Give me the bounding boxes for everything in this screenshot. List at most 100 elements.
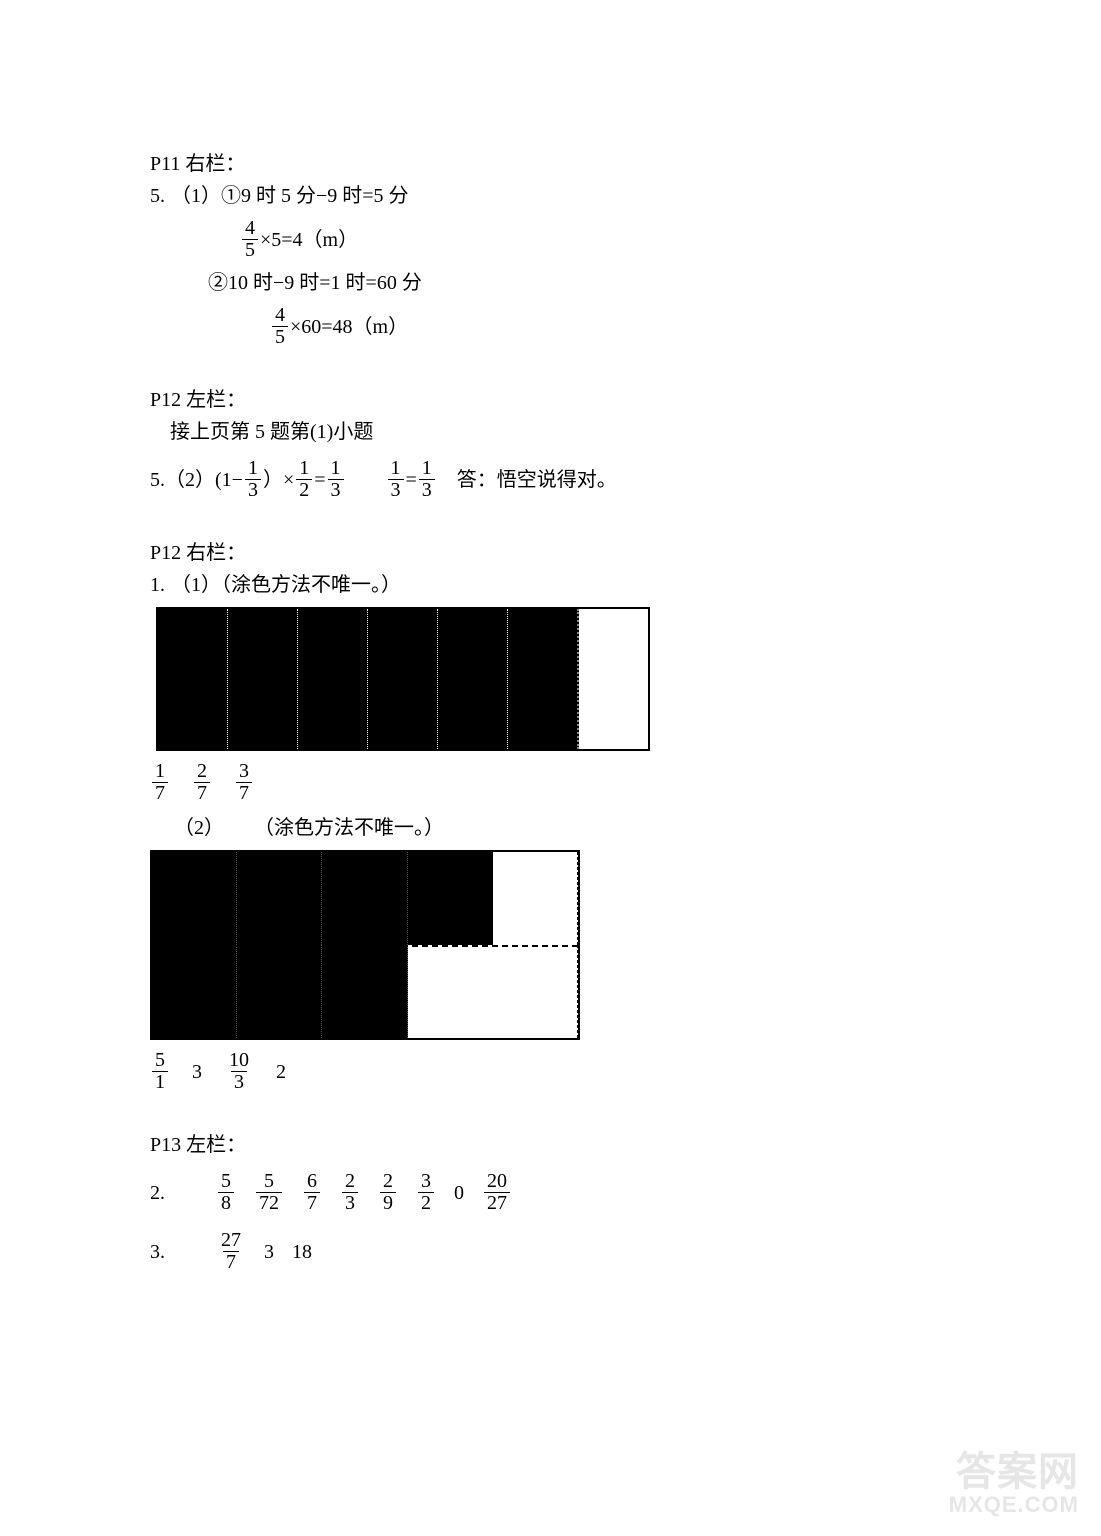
denominator: 72	[256, 1192, 282, 1214]
shading-grid-2	[150, 850, 580, 1040]
numerator: 2	[194, 761, 210, 782]
numerator: 5	[261, 1171, 277, 1192]
answer-list-q2: 585726723293202027	[186, 1169, 512, 1216]
p13l-q3: 3. 277 3 18	[150, 1222, 951, 1281]
integer-value: 18	[292, 1238, 312, 1266]
p13l-heading: P13 左栏：	[150, 1131, 951, 1159]
p12r-q2: （2） （涂色方法不唯一。）	[150, 814, 951, 842]
text: =	[314, 466, 325, 494]
fraction: 2027	[484, 1171, 510, 1214]
denominator: 27	[484, 1192, 510, 1214]
qnum: 3.	[150, 1238, 180, 1266]
grid-cell	[158, 609, 228, 749]
denominator: 3	[388, 479, 404, 501]
fraction: 277	[218, 1230, 244, 1273]
fraction-list-2: 5131032	[150, 1048, 951, 1095]
grid-cell	[228, 609, 298, 749]
integer-value: 0	[454, 1179, 464, 1207]
denominator: 3	[328, 479, 344, 501]
integer-value: 3	[264, 1238, 274, 1266]
numerator: 3	[236, 761, 252, 782]
qnum: 5.	[150, 466, 165, 494]
numerator: 1	[296, 458, 312, 479]
text: （涂色方法不唯一。）	[254, 814, 444, 842]
grid-cell	[152, 945, 237, 1038]
text: （1）①9 时 5 分−9 时=5 分	[171, 182, 409, 210]
watermark-line2: MXQE.COM	[949, 1493, 1079, 1516]
numerator: 10	[226, 1050, 252, 1071]
denominator: 7	[194, 782, 210, 804]
fraction: 17	[152, 761, 168, 804]
fraction: 23	[342, 1171, 358, 1214]
grid-cell	[493, 945, 578, 1038]
grid-cell	[493, 852, 578, 945]
fraction: 4 5	[242, 218, 258, 261]
grid-cell	[322, 945, 407, 1038]
qnum: 1.	[150, 571, 165, 599]
fraction: 1 3	[328, 458, 344, 501]
integer-value: 2	[276, 1058, 286, 1086]
denominator: 3	[342, 1192, 358, 1214]
numerator: 27	[218, 1230, 244, 1251]
p11r-line2: ②10 时−9 时=1 时=60 分	[150, 269, 951, 297]
fraction: 1 3	[419, 458, 435, 501]
numerator: 4	[272, 305, 288, 326]
grid-cell	[152, 852, 237, 945]
grid-cell	[298, 609, 368, 749]
numerator: 5	[152, 1050, 168, 1071]
numerator: 1	[419, 458, 435, 479]
fraction: 1 3	[388, 458, 404, 501]
fraction: 572	[256, 1171, 282, 1214]
grid-cell	[237, 852, 322, 945]
denominator: 2	[418, 1192, 434, 1214]
denominator: 5	[242, 239, 258, 261]
watermark-line1: 答案网	[949, 1451, 1079, 1493]
text: （1）（涂色方法不唯一。）	[171, 571, 401, 599]
numerator: 1	[328, 458, 344, 479]
denominator: 3	[231, 1071, 247, 1093]
denominator: 9	[380, 1192, 396, 1214]
fraction: 67	[304, 1171, 320, 1214]
fraction: 103	[226, 1050, 252, 1093]
denominator: 5	[272, 326, 288, 348]
fraction: 51	[152, 1050, 168, 1093]
denominator: 7	[223, 1251, 239, 1273]
p12l-heading: P12 左栏：	[150, 386, 951, 414]
fraction: 4 5	[272, 305, 288, 348]
p11r-q5-line1: 5. （1）①9 时 5 分−9 时=5 分	[150, 182, 951, 210]
denominator: 2	[296, 479, 312, 501]
grid-cell	[408, 945, 493, 1038]
denominator: 3	[419, 479, 435, 501]
qnum: 5.	[150, 182, 165, 210]
fraction: 29	[380, 1171, 396, 1214]
grid-cell	[579, 609, 648, 749]
denominator: 8	[218, 1192, 234, 1214]
numerator: 20	[484, 1171, 510, 1192]
p11r-eq1: 4 5 ×5=4（m）	[150, 216, 951, 263]
numerator: 4	[242, 218, 258, 239]
denominator: 7	[152, 782, 168, 804]
integer-value: 3	[192, 1058, 202, 1086]
p13l-q2: 2. 585726723293202027	[150, 1163, 951, 1222]
numerator: 1	[152, 761, 168, 782]
numerator: 2	[380, 1171, 396, 1192]
fraction: 1 3	[245, 458, 261, 501]
watermark: 答案网 MXQE.COM	[949, 1451, 1079, 1516]
answer-list-q3: 277 3 18	[186, 1228, 312, 1275]
text: （2）(1−	[165, 466, 243, 494]
text: =	[406, 466, 417, 494]
section-p11r: P11 右栏： 5. （1）①9 时 5 分−9 时=5 分 4 5 ×5=4（…	[150, 150, 951, 350]
numerator: 3	[418, 1171, 434, 1192]
numerator: 5	[218, 1171, 234, 1192]
p12l-sub: 接上页第 5 题第(1)小题	[150, 418, 951, 446]
grid-cell	[322, 852, 407, 945]
grid-cell	[237, 945, 322, 1038]
section-p12r: P12 右栏： 1. （1）（涂色方法不唯一。） 172737 （2） （涂色方…	[150, 539, 951, 1095]
fraction: 1 2	[296, 458, 312, 501]
text: ）×	[263, 466, 294, 494]
fraction: 37	[236, 761, 252, 804]
grid2-wrap	[150, 850, 580, 1040]
grid-cell	[438, 609, 508, 749]
text: （2）	[174, 814, 224, 842]
grid-cell	[368, 609, 438, 749]
